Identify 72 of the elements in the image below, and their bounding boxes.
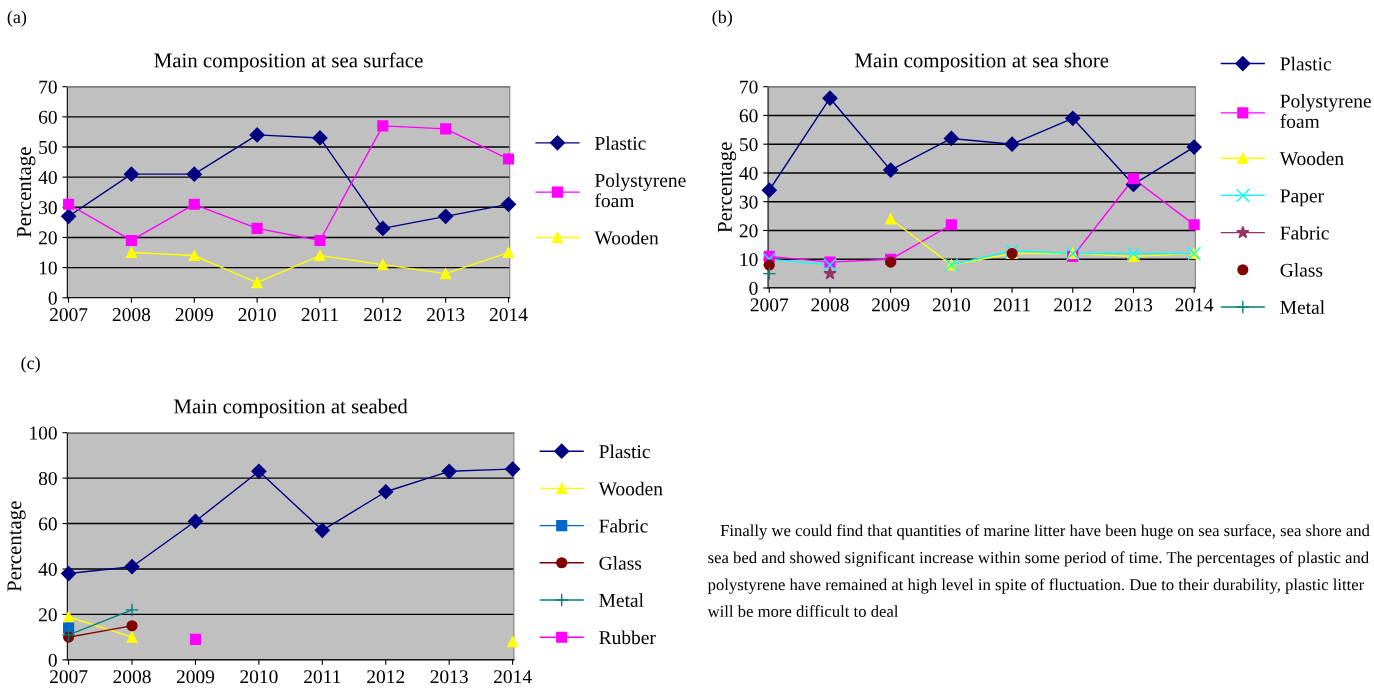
legend-label: Wooden <box>1279 151 1344 166</box>
y-tick-label: 30 <box>739 195 758 209</box>
legend-label: Plastic <box>1280 56 1332 71</box>
y-tick-label: 100 <box>30 426 57 440</box>
y-tick-label: 10 <box>740 253 758 267</box>
x-tick-label: 2014 <box>489 308 528 322</box>
x-tick-label: 2007 <box>750 298 789 312</box>
x-tick-label: 2010 <box>238 308 276 322</box>
x-tick-label: 2011 <box>993 298 1030 312</box>
x-tick-label: 2008 <box>113 670 151 684</box>
x-tick-label: 2013 <box>1114 298 1153 312</box>
chart-title: Main composition at seabed <box>174 398 408 418</box>
y-tick-label: 20 <box>739 224 758 238</box>
y-tick-label: 60 <box>38 517 57 531</box>
legend-label: Rubber <box>599 630 656 645</box>
text: Finally we could find that quantities of marine litter have been huge on sea surface, sea shore and sea bed and showed significant increase within some period of time. The percentages of plastic and polystyrene have remained at high level in spite of fluctuation. Due to their durability, plastic litter will be more difficult to deal <box>707 524 1370 618</box>
x-tick-label: 2010 <box>932 298 971 312</box>
y-tick-label: 30 <box>39 201 57 215</box>
y-tick-label: 70 <box>39 80 57 94</box>
y-tick-label: 60 <box>38 110 57 124</box>
text: (b) <box>712 10 732 27</box>
y-tick-label: 0 <box>48 653 57 667</box>
y-axis-title: Percentage <box>17 147 36 238</box>
y-axis-title: Percentage <box>7 501 26 592</box>
x-tick-label: 2011 <box>304 670 341 684</box>
text: (a) <box>7 10 27 27</box>
x-tick-label: 2012 <box>364 308 402 322</box>
y-tick-label: 20 <box>39 231 57 245</box>
legend-label: Paper <box>1280 189 1324 207</box>
x-tick-label: 2009 <box>175 308 213 322</box>
y-tick-label: 40 <box>739 166 758 180</box>
legend-label: Metal <box>599 593 644 607</box>
y-tick-label: 40 <box>38 562 57 576</box>
legend-label: Polystyrene foam <box>1280 93 1371 128</box>
legend-label: Glass <box>1280 263 1323 277</box>
y-tick-label: 70 <box>740 80 758 94</box>
legend-label: Wooden <box>598 481 663 496</box>
x-tick-label: 2013 <box>430 670 468 684</box>
chart-title: Main composition at sea surface <box>154 52 423 72</box>
text: (c) <box>21 356 40 373</box>
legend-label: Wooden <box>594 230 659 245</box>
x-tick-label: 2011 <box>301 308 338 322</box>
x-tick-label: 2013 <box>427 308 465 322</box>
legend-label: Metal <box>1280 300 1325 314</box>
legend-label: Plastic <box>599 444 650 459</box>
x-tick-label: 2008 <box>112 308 151 322</box>
y-axis-title: Percentage <box>717 142 737 233</box>
x-tick-label: 2008 <box>811 298 849 312</box>
y-tick-label: 50 <box>740 138 758 152</box>
y-tick-label: 40 <box>38 170 57 185</box>
y-tick-label: 0 <box>749 281 758 295</box>
x-tick-label: 2010 <box>240 670 278 684</box>
x-tick-label: 2012 <box>1054 298 1092 312</box>
x-tick-label: 2009 <box>872 298 910 312</box>
chart-title: Main composition at sea shore <box>855 52 1109 72</box>
y-tick-label: 50 <box>39 140 57 154</box>
y-tick-label: 60 <box>739 109 758 123</box>
x-tick-label: 2012 <box>367 670 405 684</box>
x-tick-label: 2007 <box>50 670 88 684</box>
legend-label: Fabric <box>599 518 648 533</box>
legend-label: Fabric <box>1280 225 1329 240</box>
y-tick-label: 10 <box>39 261 57 275</box>
x-tick-label: 2014 <box>1175 298 1214 312</box>
y-tick-label: 80 <box>38 471 57 486</box>
x-tick-label: 2014 <box>494 670 532 684</box>
legend-label: Polystyrene foam <box>594 173 686 208</box>
x-tick-label: 2007 <box>49 308 88 322</box>
y-tick-label: 20 <box>39 608 57 622</box>
x-tick-label: 2009 <box>176 670 215 684</box>
legend-label: Plastic <box>594 136 646 150</box>
legend-label: Glass <box>599 556 642 570</box>
y-tick-label: 0 <box>48 291 57 305</box>
